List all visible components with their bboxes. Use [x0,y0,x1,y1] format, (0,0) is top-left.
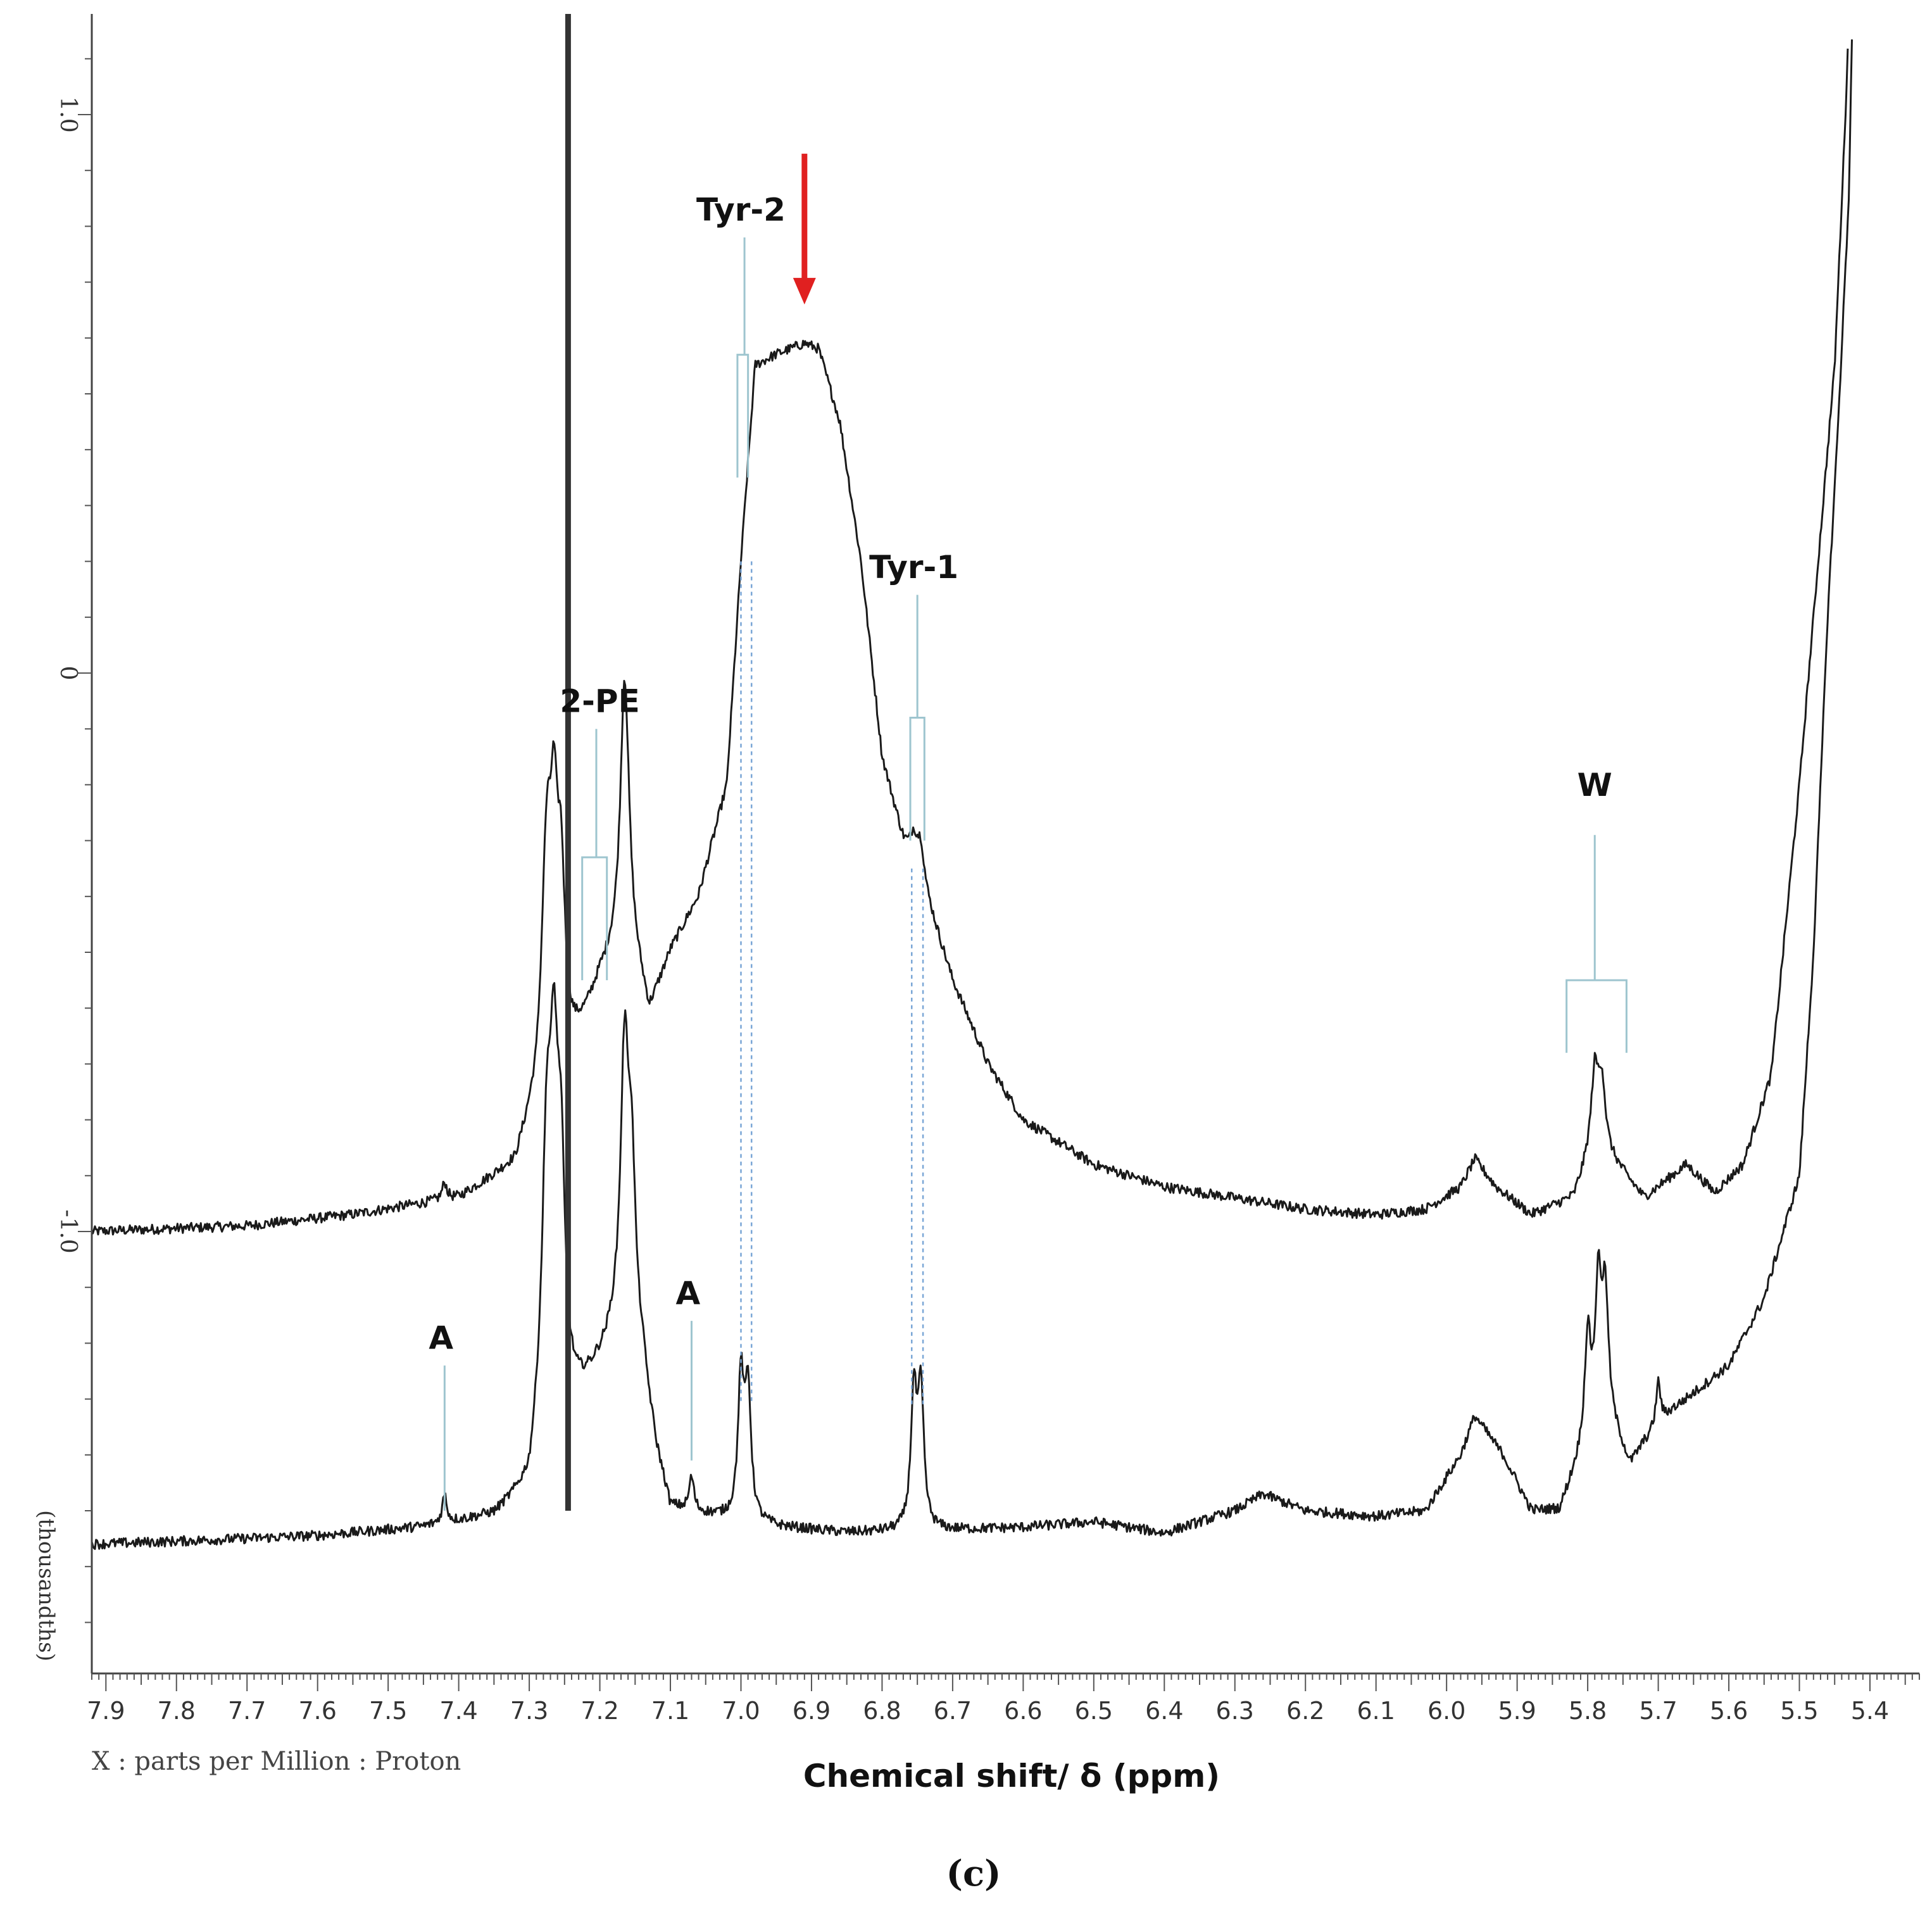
peak-annotation: Tyr-1 [869,549,958,1405]
peak-annotation: Tyr-2 [696,192,786,1405]
x-tick-label: 5.8 [1569,1697,1607,1725]
x-ticks: 7.9 7.8 7.7 7.6 7.5 7.4 7.3 7.2 7.1 7.0 6.9 6.8 6.7 6… [87,1673,1920,1725]
x-axis-info-label: X : parts per Million : Proton [92,1747,461,1776]
annotation-bracket [581,856,608,981]
y-tick-label: 1.0 [55,96,81,132]
x-tick-label: 5.4 [1851,1697,1889,1725]
peak-annotation: W [1565,767,1628,1053]
x-tick-label: 7.5 [369,1697,407,1725]
x-tick-label: 6.0 [1427,1697,1465,1725]
peak-label: W [1578,767,1612,803]
x-axis-title: Chemical shift/ δ (ppm) [803,1758,1220,1794]
spectrum-trace-2 [92,39,1853,1550]
x-tick-label: 6.5 [1075,1697,1113,1725]
annotation-bracket [736,353,750,478]
x-tick-label: 7.1 [651,1697,689,1725]
y-tick-label: 0 [55,666,81,681]
arrow-head [793,277,816,305]
x-tick-label: 5.5 [1780,1697,1818,1725]
x-tick-label: 6.4 [1145,1697,1183,1725]
x-tick-label: 6.3 [1216,1697,1254,1725]
peak-label: Tyr-2 [696,192,786,229]
peak-annotation: 2-PE [560,683,640,981]
y-axis-unit-label: (thousandths) [34,1510,59,1661]
peak-annotation: A [676,1275,701,1461]
peak-annotation: A [429,1320,453,1511]
peak-label: Tyr-1 [869,549,958,586]
peak-label: A [676,1275,701,1312]
x-tick-label: 5.6 [1710,1697,1748,1725]
spectrum-trace-1 [92,48,1849,1236]
axes-layer [91,14,1919,1675]
x-tick-label: 7.2 [580,1697,618,1725]
x-tick-label: 5.9 [1498,1697,1536,1725]
x-tick-label: 5.7 [1639,1697,1677,1725]
figure-caption: (c) [946,1853,1001,1894]
annotation-bracket [1565,979,1628,1053]
x-tick-label: 6.2 [1286,1697,1324,1725]
x-tick-label: 7.6 [298,1697,336,1725]
x-tick-label: 6.8 [863,1697,901,1725]
annotation-layer: Tyr-2 Tyr-1 2-PE W A A [429,153,1628,1511]
y-ticks: 1.0 0 -1.0 [55,58,92,1623]
x-tick-label: 6.6 [1004,1697,1042,1725]
x-tick-label: 7.9 [87,1697,125,1725]
annotation-bracket [909,717,925,841]
x-tick-label: 7.4 [439,1697,477,1725]
x-tick-label: 6.1 [1357,1697,1395,1725]
x-tick-label: 7.3 [510,1697,548,1725]
x-tick-label: 6.9 [793,1697,831,1725]
x-tick-label: 7.8 [158,1697,196,1725]
x-tick-label: 7.7 [228,1697,266,1725]
peak-label: 2-PE [560,683,639,720]
x-tick-label: 7.0 [722,1697,760,1725]
highlight-arrow [793,153,816,305]
peak-label: A [429,1320,453,1356]
y-tick-label: -1.0 [55,1209,81,1253]
x-tick-label: 6.7 [934,1697,972,1725]
spectra-layer [92,14,1853,1550]
